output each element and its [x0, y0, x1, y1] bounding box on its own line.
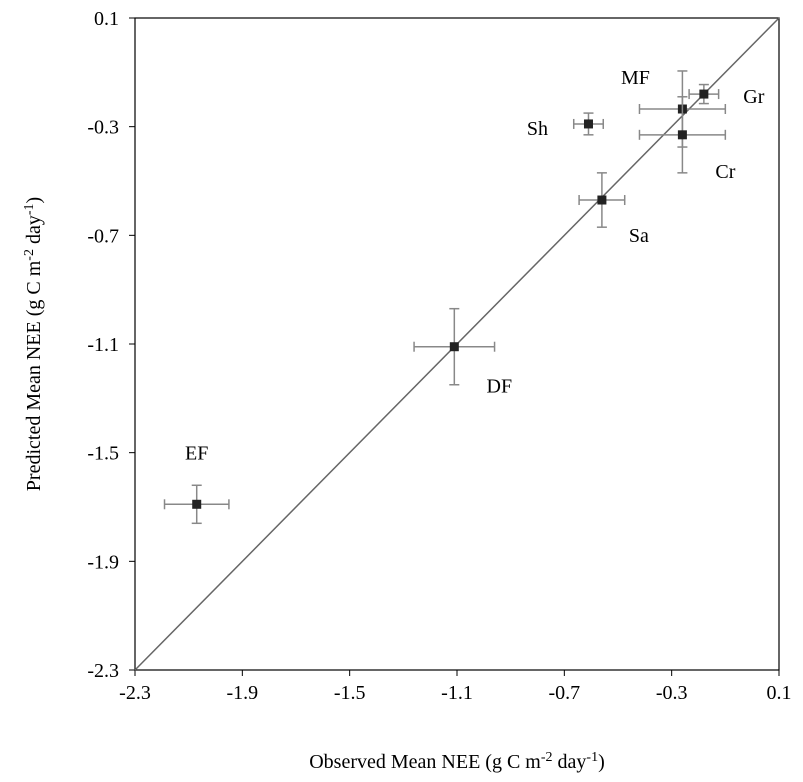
axis-label-part: day [553, 751, 587, 773]
point-label: Sh [527, 118, 548, 140]
x-tick-label: -1.9 [226, 682, 258, 704]
x-tick-label: -1.1 [441, 682, 473, 704]
point [677, 130, 687, 140]
y-tick-label: -2.3 [87, 660, 119, 682]
y-tick-label: 0.1 [94, 8, 119, 30]
point [699, 89, 709, 99]
x-axis-label: Observed Mean NEE (g C m-2 day-1) [309, 750, 605, 774]
x-tick-label: -0.7 [548, 682, 580, 704]
point [449, 342, 459, 352]
point-label: Sa [629, 225, 649, 247]
axis-label-part: ) [23, 197, 45, 204]
point-label: EF [185, 442, 208, 464]
y-tick-label: -0.3 [87, 117, 119, 139]
y-tick-label: -1.9 [87, 551, 119, 573]
axis-label-part: day [23, 215, 45, 249]
axis-label-part: ) [598, 751, 605, 773]
x-tick-label: -0.3 [656, 682, 688, 704]
point [597, 195, 607, 205]
point [192, 499, 202, 509]
x-tick-label: -2.3 [119, 682, 151, 704]
axis-label-part: -2 [541, 750, 553, 765]
y-tick-label: -0.7 [87, 225, 119, 247]
x-tick-label: 0.1 [767, 682, 792, 704]
axis-label-part: Observed Mean NEE (g C m [309, 751, 541, 773]
axis-label-part: Predicted Mean NEE (g C m [23, 260, 45, 491]
point-label: Gr [743, 86, 764, 108]
point-label: MF [621, 67, 650, 89]
axis-label-part: -1 [22, 203, 37, 215]
axis-label-part: -2 [22, 249, 37, 261]
x-tick-label: -1.5 [334, 682, 366, 704]
point [583, 119, 593, 129]
axis-label-part: -1 [586, 750, 598, 765]
y-axis-label: Predicted Mean NEE (g C m-2 day-1) [22, 197, 46, 491]
y-tick-label: -1.5 [87, 443, 119, 465]
point-label: DF [487, 376, 513, 398]
y-tick-label: -1.1 [87, 334, 119, 356]
point-label: Cr [715, 161, 735, 183]
